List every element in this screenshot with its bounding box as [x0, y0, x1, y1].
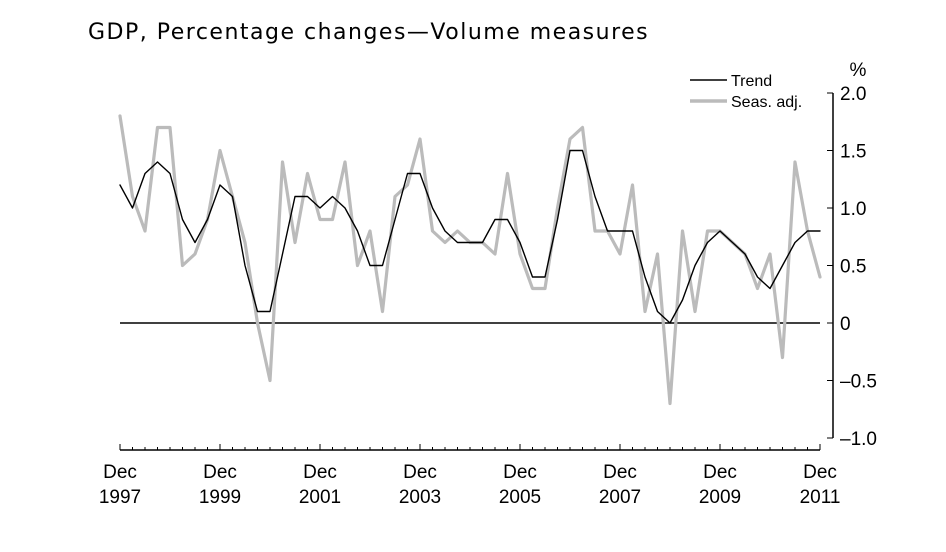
- x-tick-label-year: 1997: [99, 487, 141, 508]
- y-tick-label: 0.5: [840, 257, 866, 278]
- chart-legend: Trend Seas. adj.: [690, 73, 802, 111]
- x-tick-label-year: 2003: [399, 487, 441, 508]
- x-tick-label-year: 2011: [800, 487, 841, 508]
- x-tick-label-year: 2007: [599, 487, 641, 508]
- x-tick-label-month: Dec: [203, 462, 237, 483]
- y-tick-label: –0.5: [840, 372, 877, 393]
- chart-axes: Dec 1997 Dec 1999 Dec 2001 Dec 2003 Dec 2005 Dec 20…: [99, 60, 877, 508]
- x-tick-label-month: Dec: [503, 462, 537, 483]
- y-axis-unit-label: %: [850, 60, 867, 81]
- x-tick-label-year: 2001: [299, 487, 341, 508]
- legend-seas-adj-label: Seas. adj.: [731, 94, 802, 111]
- series-line-trend: [119, 149, 821, 324]
- chart-title: GDP, Percentage changes—Volume measures: [88, 20, 650, 45]
- x-tick-label-month: Dec: [703, 462, 737, 483]
- y-tick-label: 2.0: [840, 84, 866, 105]
- x-tick-label-year: 2005: [499, 487, 541, 508]
- series-layer: [118, 114, 822, 406]
- y-tick-label: 1.0: [840, 199, 866, 220]
- y-tick-label: 1.5: [840, 142, 866, 163]
- y-tick-label: –1.0: [840, 429, 877, 450]
- x-tick-label-month: Dec: [603, 462, 637, 483]
- x-tick-label-month: Dec: [803, 462, 837, 483]
- legend-trend-label: Trend: [731, 73, 772, 90]
- series-line-seas-adj: [118, 114, 822, 406]
- x-tick-label-month: Dec: [303, 462, 337, 483]
- x-tick-label-month: Dec: [403, 462, 437, 483]
- x-tick-label-month: Dec: [103, 462, 137, 483]
- x-tick-label-year: 2009: [699, 487, 741, 508]
- y-tick-label: 0: [840, 314, 851, 335]
- x-tick-label-year: 1999: [199, 487, 241, 508]
